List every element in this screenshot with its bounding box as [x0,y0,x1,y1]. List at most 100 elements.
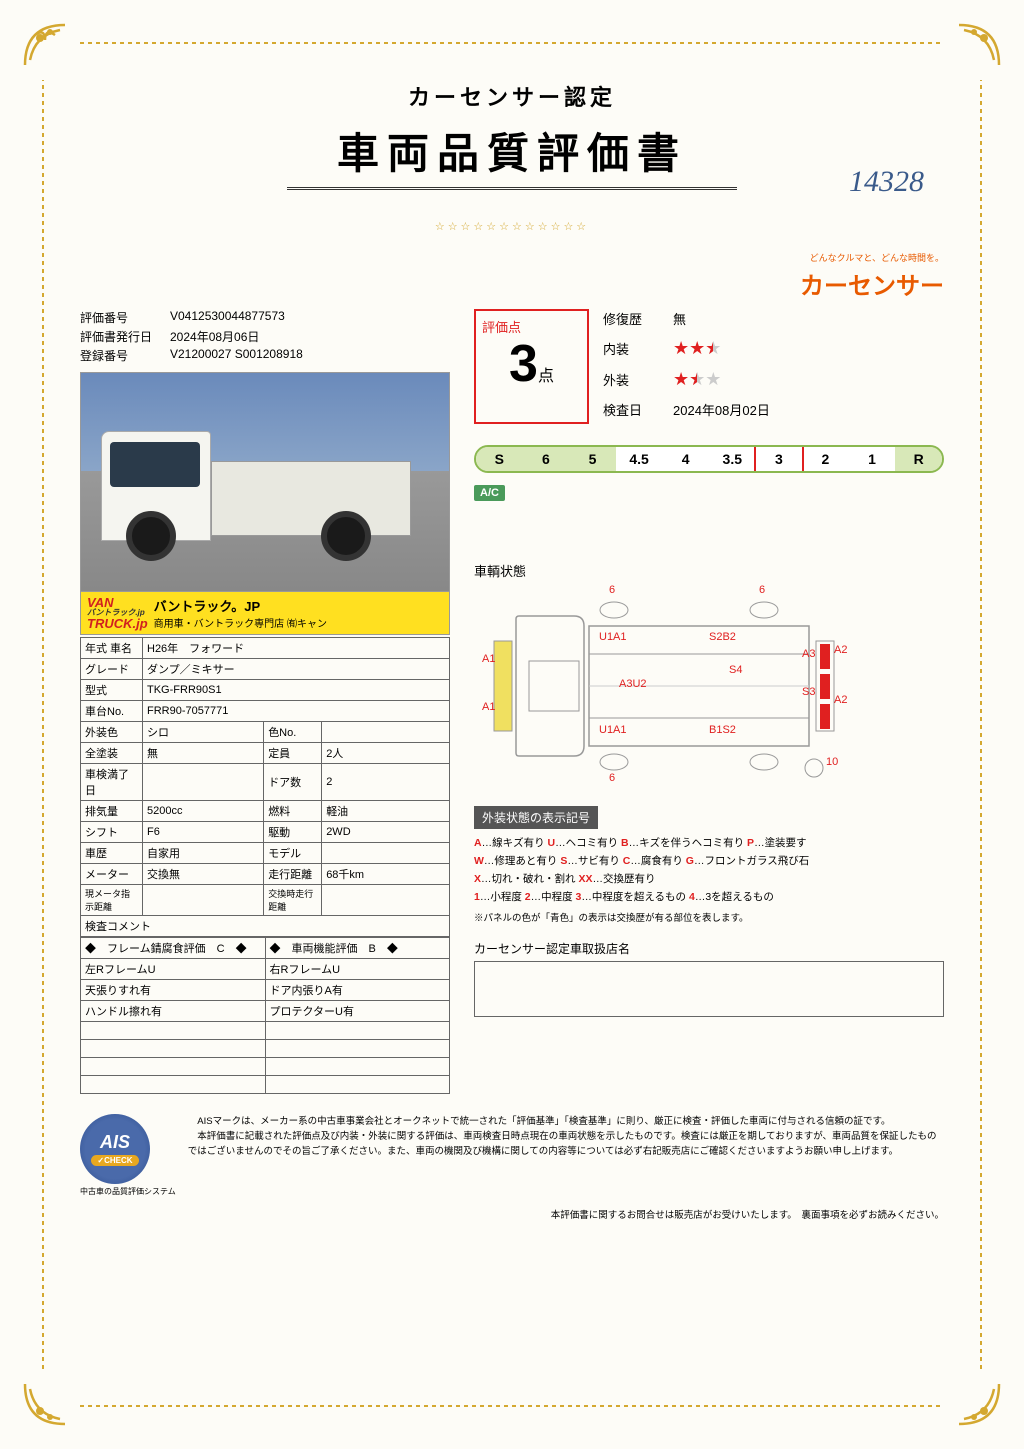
comment-cell [265,1058,450,1076]
brand-area: どんなクルマと、どんな時間を。 カーセンサー [80,251,944,301]
comment-cell: ハンドル擦れ有 [81,1001,266,1022]
diagram-mark: S4 [729,664,742,676]
divider-stars-icon: ☆☆☆☆☆☆☆☆☆☆☆☆ [80,220,944,233]
diagram-mark: 6 [759,584,765,596]
meta-label: 評価書発行日 [80,328,160,345]
comment-cell [81,1058,266,1076]
spec-value: TKG-FRR90S1 [143,680,450,701]
spec-label: 燃料 [264,801,322,822]
spec-label: 駆動 [264,822,322,843]
spec-table: 年式 車名H26年 フォワード グレードダンプ／ミキサー 型式TKG-FRR90… [80,637,450,916]
corner-ornament-icon [20,1379,70,1429]
vehicle-diagram: 6 6 U1A1 S2B2 A1 A1 A3U2 S4 A3 A2 S3 A2 … [474,586,854,786]
spec-value: 軽油 [322,801,450,822]
spec-value: 68千km [322,864,450,885]
spec-label: 交換時走行距離 [264,885,322,916]
comment-cell [265,1022,450,1040]
diagram-mark: A3U2 [619,678,647,690]
comment-cell: 天張りすれ有 [81,980,266,1001]
spec-label: 外装色 [81,722,143,743]
grade-cell: 2 [802,447,849,471]
title-underline [287,187,737,190]
grade-scale: S654.543.5321R [474,445,944,473]
meta-label: 評価番号 [80,309,160,326]
comment-cell [265,1040,450,1058]
spec-value: 無 [143,743,264,764]
meta-block: 評価番号V0412530044877573 評価書発行日2024年08月06日 … [80,309,450,364]
spec-label: 排気量 [81,801,143,822]
dealer-section: カーセンサー認定車取扱店名 [474,940,944,1017]
vehicle-photo [80,372,450,592]
diagram-mark: U1A1 [599,724,627,736]
grade-cell: 6 [523,447,570,471]
comment-cell: ドア内張りA有 [265,980,450,1001]
spec-label: グレード [81,659,143,680]
spec-label: 走行距離 [264,864,322,885]
score-meta: 修復歴無 内装★★★ 外装★★★ 検査日2024年08月02日 [603,309,770,429]
ac-badge: A/C [474,485,505,501]
diagram-mark: A3 [802,648,815,660]
spec-value: 交換無 [143,864,264,885]
meta-value: V0412530044877573 [170,309,285,326]
comment-cell: プロテクターU有 [265,1001,450,1022]
grade-cell: R [895,447,942,471]
star-rating: ★★★ [673,369,721,390]
grade-cell: 4.5 [616,447,663,471]
dealer-banner: VANバントラック.jp TRUCK.jp バントラック。JP 商用車・バントラ… [80,592,450,635]
meta-value: V21200027 S001208918 [170,347,303,364]
grade-cell: S [476,447,523,471]
comment-cell: ◆ 車両機能評価 B ◆ [265,938,450,959]
meta-value: 2024年08月06日 [170,328,259,345]
meta-label: 登録番号 [80,347,160,364]
comment-cell: ◆ フレーム錆腐食評価 C ◆ [81,938,266,959]
diagram-mark: A1 [482,701,495,713]
diagram-mark: 10 [826,756,838,768]
star-rating: ★★★ [673,338,721,359]
diagram-mark: A1 [482,653,495,665]
meta-label: 内装 [603,339,657,358]
diagram-mark: U1A1 [599,631,627,643]
spec-value: 2人 [322,743,450,764]
diagram-mark: A2 [834,694,847,706]
dealer-badge: ㈲キャン [287,619,327,630]
ais-text: AISマークは、メーカー系の中古車事業会社とオークネットで統一された「評価基準」… [188,1114,944,1160]
comment-cell [81,1022,266,1040]
spec-value: F6 [143,822,264,843]
corner-ornament-icon [954,1379,1004,1429]
diagram-mark: S2B2 [709,631,736,643]
ais-section: AIS ✓CHECK 中古車の品質評価システム AISマークは、メーカー系の中古… [80,1114,944,1197]
spec-value: 5200cc [143,801,264,822]
score-value: 3 [509,335,538,393]
legend-note: ※パネルの色が「青色」の表示は交換歴が有る部位を表します。 [474,910,944,924]
diagram-title: 車輌状態 [474,561,944,580]
spec-label: 定員 [264,743,322,764]
spec-label: 色No. [264,722,322,743]
diagram-mark: S3 [802,686,815,698]
meta-value: 無 [673,309,686,328]
comment-header: 検査コメント [80,916,450,937]
spec-value: シロ [143,722,264,743]
footer-note: 本評価書に関するお問合せは販売店がお受けいたします。 裏面事項を必ずお読みくださ… [80,1207,944,1221]
dealer-section-title: カーセンサー認定車取扱店名 [474,940,944,957]
score-area: 評価点 3点 修復歴無 内装★★★ 外装★★★ 検査日2024年08月02日 [474,309,944,429]
spec-value [322,722,450,743]
spec-label: 車台No. [81,701,143,722]
spec-label: 現メータ指示距離 [81,885,143,916]
dealer-name: バントラック。JP [154,596,327,615]
certificate-page: カーセンサー認定 車両品質評価書 14328 ☆☆☆☆☆☆☆☆☆☆☆☆ どんなク… [0,0,1024,1449]
grade-cell: 4 [662,447,709,471]
spec-value: H26年 フォワード [143,638,450,659]
score-label: 評価点 [482,317,581,336]
comment-cell [81,1076,266,1094]
spec-value: 2 [322,764,450,801]
diagram-mark: A2 [834,644,847,656]
grade-cell: 3 [754,445,805,473]
spec-value: 2WD [322,822,450,843]
comment-cell [81,1040,266,1058]
dealer-name-box [474,961,944,1017]
spec-label: シフト [81,822,143,843]
ais-badge-icon: AIS ✓CHECK [80,1114,150,1184]
brand-tagline: どんなクルマと、どんな時間を。 [80,251,944,264]
diagram-mark: 6 [609,584,615,596]
score-box: 評価点 3点 [474,309,589,424]
